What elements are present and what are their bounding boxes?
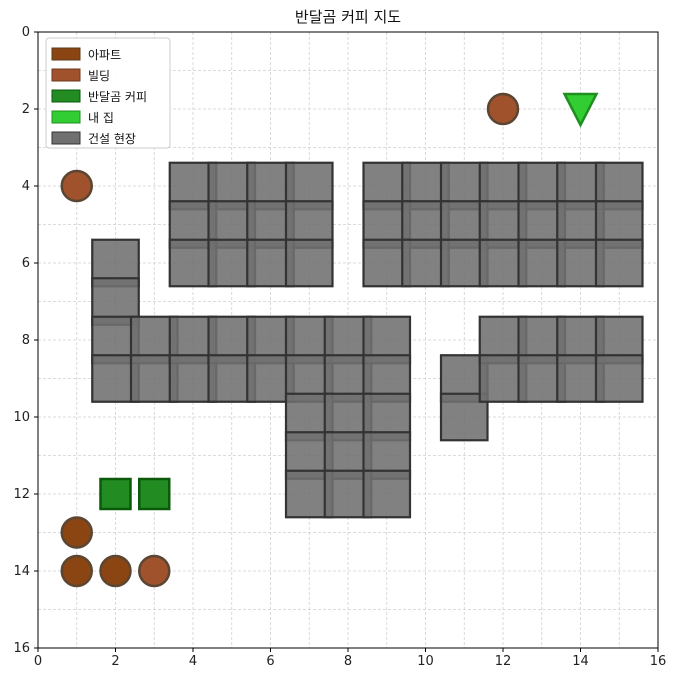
apartment-marker [60, 516, 93, 549]
y-tick-label: 2 [22, 102, 30, 117]
construction-site-marker [284, 238, 334, 288]
x-tick-label: 14 [572, 654, 589, 669]
y-tick-label: 14 [13, 564, 30, 579]
building-marker [138, 554, 171, 588]
legend-entry-apartment-label: 아파트 [88, 48, 121, 62]
y-tick-label: 4 [22, 179, 30, 194]
y-tick-label: 16 [13, 641, 30, 656]
y-tick-label: 8 [22, 333, 30, 348]
legend-entry-construction-label: 건설 현장 [88, 132, 136, 146]
x-tick-label: 4 [189, 654, 197, 669]
legend-entry-building-label: 빌딩 [88, 69, 110, 83]
chart-title: 반달곰 커피 지도 [295, 8, 401, 26]
construction-site-marker [362, 469, 412, 519]
legend-entry-construction-swatch [51, 131, 81, 145]
y-tick-label: 0 [22, 25, 30, 40]
x-tick-label: 0 [34, 654, 42, 669]
construction-site-marker [594, 238, 644, 288]
building-marker [60, 169, 93, 203]
legend-entry-coffee-swatch [51, 89, 81, 103]
marker-layer [60, 92, 599, 588]
bandalgom-coffee-marker [99, 477, 132, 511]
construction-layer [91, 161, 644, 519]
bandalgom-coffee-marker [138, 477, 171, 511]
y-tick-label: 12 [13, 487, 30, 502]
apartment-marker [60, 554, 93, 588]
legend-entry-apartment-swatch [51, 47, 81, 61]
x-tick-label: 10 [417, 654, 434, 669]
y-tick-label: 6 [22, 256, 30, 271]
building-marker [486, 92, 520, 126]
x-tick-label: 12 [495, 654, 512, 669]
x-tick-label: 2 [111, 654, 119, 669]
x-axis: 0 2 4 6 8 10 12 14 16 [34, 648, 666, 669]
x-tick-label: 8 [344, 654, 352, 669]
my-home-marker [562, 92, 599, 128]
y-tick-label: 10 [13, 410, 30, 425]
x-tick-label: 6 [266, 654, 274, 669]
legend-entry-home-swatch [51, 110, 81, 124]
legend-entry-home-label: 내 집 [88, 111, 114, 125]
legend-entry-building-swatch [51, 68, 81, 82]
x-tick-label: 16 [650, 654, 667, 669]
legend-entry-coffee-label: 반달곰 커피 [88, 90, 147, 104]
construction-site-marker [594, 354, 644, 403]
y-axis: 0 2 4 6 8 10 12 14 16 [13, 25, 38, 656]
apartment-marker [99, 554, 132, 588]
